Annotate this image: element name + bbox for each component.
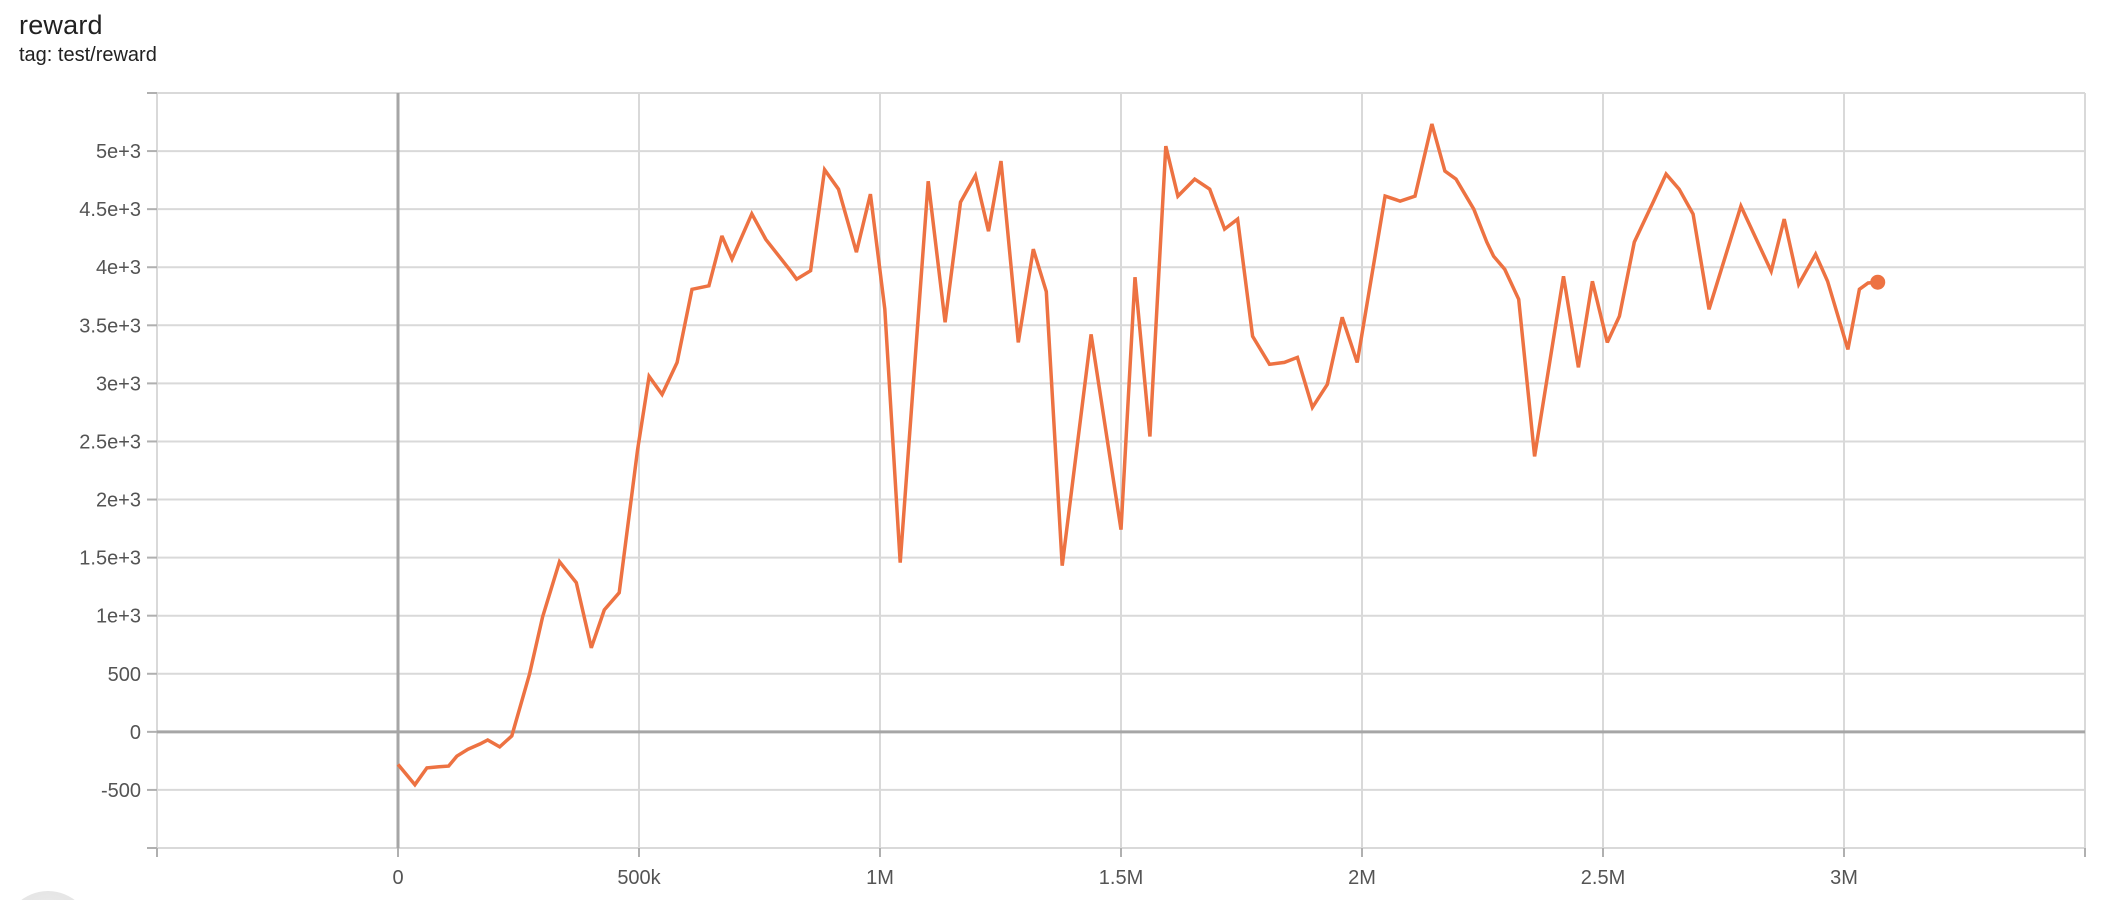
x-axis-labels: 0 500k 1M 1.5M 2M 2.5M 3M — [392, 867, 1857, 889]
x-tick-label: 1.5M — [1099, 867, 1143, 889]
chart-header: reward tag: test/reward — [19, 8, 157, 68]
x-tick-label: 0 — [392, 867, 403, 889]
y-tick-label: 0 — [130, 722, 141, 744]
chart-title: reward — [19, 10, 103, 40]
y-tick-label: 5e+3 — [96, 141, 141, 163]
tick-marks — [147, 92, 2086, 857]
y-axis-labels: -500 0 500 1e+3 1.5e+3 2e+3 2.5e+3 3e+3 3.5e+3 4e… — [79, 141, 141, 802]
x-tick-label: 2.5M — [1581, 867, 1625, 889]
floating-action-button[interactable] — [4, 891, 92, 900]
y-tick-label: 2e+3 — [96, 490, 141, 512]
x-tick-label: 3M — [1830, 867, 1858, 889]
y-tick-label: 3e+3 — [96, 373, 141, 395]
last-point-marker — [1870, 274, 1886, 290]
x-tick-label: 500k — [617, 867, 661, 889]
data-series — [396, 123, 1886, 788]
y-tick-label: 4e+3 — [96, 257, 141, 279]
zero-axis-lines — [157, 93, 2085, 848]
x-tick-label: 2M — [1348, 867, 1376, 889]
y-tick-label: 4.5e+3 — [79, 199, 141, 221]
y-tick-label: 500 — [108, 664, 141, 686]
y-tick-label: 3.5e+3 — [79, 315, 141, 337]
plot-area[interactable] — [157, 93, 2085, 848]
y-tick-label: 1.5e+3 — [79, 548, 141, 570]
y-tick-label: 2.5e+3 — [79, 431, 141, 453]
y-tick-label: 1e+3 — [96, 606, 141, 628]
chart-tag-subtitle: tag: test/reward — [19, 44, 157, 66]
y-tick-label: -500 — [101, 780, 141, 802]
x-tick-label: 1M — [866, 867, 894, 889]
reward-series-line — [396, 123, 1878, 788]
